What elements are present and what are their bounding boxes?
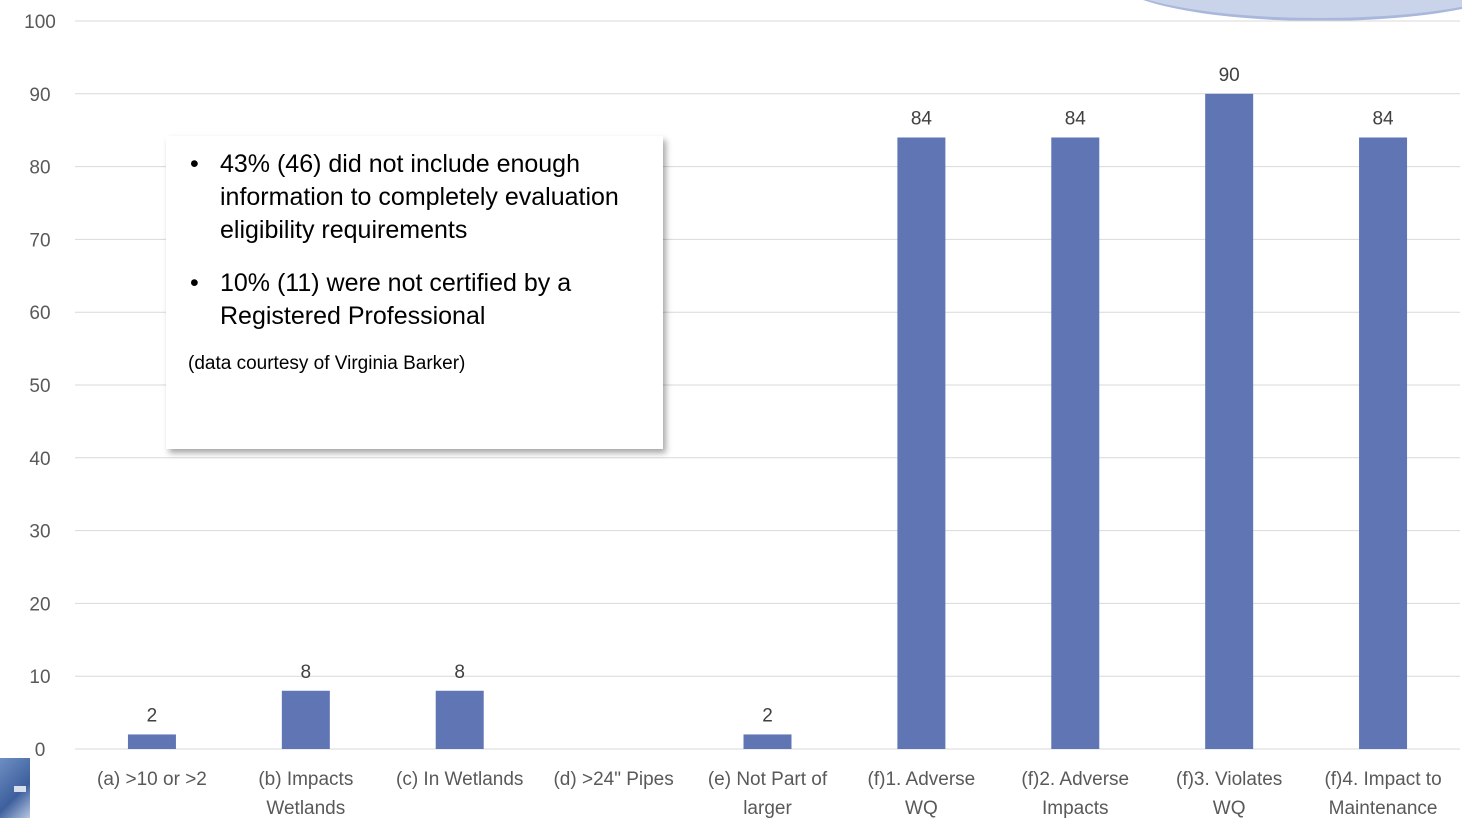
x-tick-label: WQ [905,798,938,818]
bar [435,690,484,749]
logo-icon [0,758,30,818]
y-tick-label: 70 [29,230,50,251]
y-tick-label: 10 [29,667,50,688]
x-tick-label: (f)4. Impact to [1324,769,1441,790]
x-tick-label: WQ [1213,798,1246,818]
y-tick-label: 30 [29,522,50,543]
data-label: 84 [1372,108,1394,129]
data-label: 8 [454,662,465,683]
x-tick-label: (c) In Wetlands [396,769,523,790]
bar [1205,93,1254,750]
bar [127,734,176,749]
data-label: 84 [1065,108,1087,129]
x-tick-label: Wetlands [266,798,345,818]
callout-bullets: 43% (46) did not include enough informat… [186,148,647,333]
y-tick-label: 90 [29,85,50,106]
x-tick-label: (a) >10 or >2 [97,769,207,790]
callout-source-note: (data courtesy of Virginia Barker) [188,353,466,374]
bar [1051,137,1100,750]
callout-bullet: 10% (11) were not certified by a Registe… [186,267,647,333]
data-label: 2 [762,705,773,726]
x-tick-label: larger [743,798,792,818]
bar [897,137,946,750]
data-label: 84 [911,108,933,129]
y-tick-label: 50 [29,376,50,397]
x-axis-ticks: (a) >10 or >2 (b) Impacts Wetlands (c) In W… [97,769,1442,818]
callout-bullet: 43% (46) did not include enough informat… [186,148,647,247]
x-tick-label: (f)3. Violates [1176,769,1282,790]
x-tick-label: (f)1. Adverse [868,769,976,790]
x-tick-label: (d) >24" Pipes [553,769,673,790]
x-tick-label: (b) Impacts [258,769,353,790]
y-tick-label: 80 [29,158,50,179]
data-label: 2 [147,705,158,726]
x-tick-label: Maintenance [1329,798,1438,818]
y-axis-ticks: 0 10 20 30 40 50 60 70 80 90 100 [24,12,56,761]
data-label: 90 [1219,65,1240,86]
y-tick-label: 100 [24,12,56,33]
summary-callout: 43% (46) did not include enough informat… [166,136,663,449]
data-labels: 2 8 8 2 84 84 90 84 [147,65,1394,727]
y-tick-label: 0 [35,740,46,761]
bar [743,734,792,749]
data-label: 8 [301,662,312,683]
y-tick-label: 20 [29,594,50,615]
bar [1359,137,1408,750]
x-tick-label: (f)2. Adverse [1021,769,1129,790]
y-tick-label: 60 [29,303,50,324]
x-tick-label: (e) Not Part of [708,769,828,790]
bars [127,93,1408,750]
y-tick-label: 40 [29,449,50,470]
bar [281,690,330,749]
x-tick-label: Impacts [1042,798,1109,818]
